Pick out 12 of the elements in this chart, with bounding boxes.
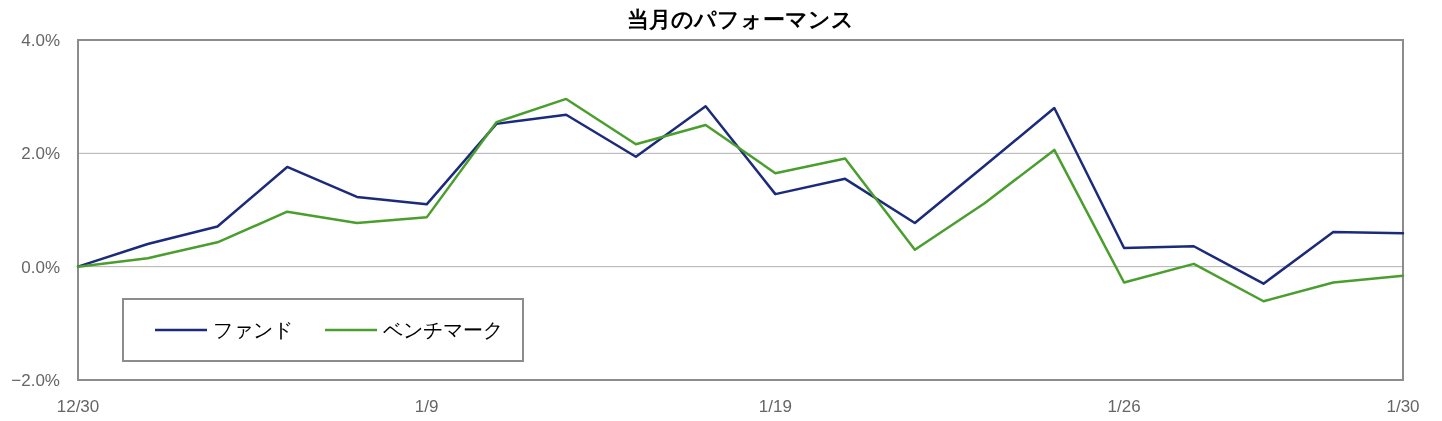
x-tick-label: 1/26: [1107, 397, 1141, 416]
y-tick-label: 0.0%: [21, 257, 60, 277]
y-tick-label: −2.0%: [11, 371, 60, 390]
chart-title: 当月のパフォーマンス: [627, 7, 854, 32]
x-tick-label: 1/30: [1386, 397, 1420, 416]
x-tick-label: 1/19: [758, 397, 792, 416]
legend-label: ベンチマーク: [383, 319, 503, 341]
y-tick-label: 2.0%: [21, 144, 60, 164]
legend-label: ファンド: [213, 319, 293, 341]
x-tick-label: 1/9: [414, 397, 439, 416]
y-tick-label: 4.0%: [21, 31, 60, 50]
x-tick-label: 12/30: [56, 397, 100, 416]
